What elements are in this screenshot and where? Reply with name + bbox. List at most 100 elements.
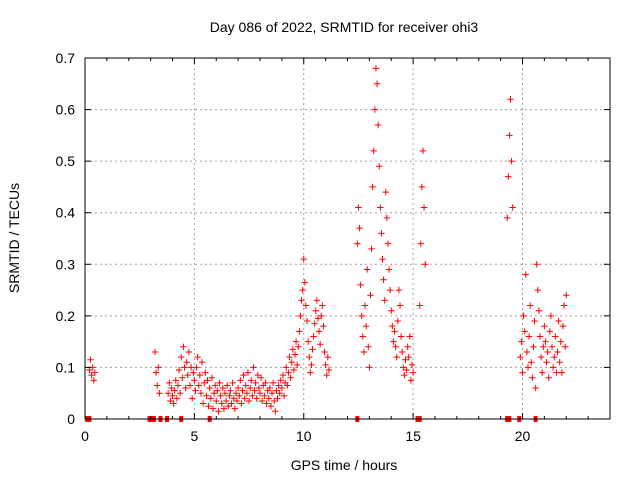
data-point bbox=[275, 382, 282, 389]
data-point bbox=[382, 188, 389, 196]
data-point bbox=[417, 240, 424, 247]
data-point bbox=[239, 387, 246, 394]
data-point bbox=[172, 377, 179, 384]
data-point bbox=[243, 390, 251, 397]
data-point bbox=[253, 395, 260, 402]
data-point bbox=[190, 369, 197, 376]
data-point bbox=[519, 369, 526, 376]
data-point bbox=[391, 328, 398, 335]
data-point bbox=[230, 395, 237, 402]
x-tick-label: 20 bbox=[515, 428, 531, 444]
data-point bbox=[279, 371, 287, 379]
data-point bbox=[269, 379, 277, 387]
data-point bbox=[166, 379, 173, 387]
data-point bbox=[390, 338, 397, 345]
data-point bbox=[298, 297, 305, 304]
data-point bbox=[216, 379, 223, 387]
data-point bbox=[563, 292, 570, 299]
data-point bbox=[262, 379, 269, 387]
data-point bbox=[198, 359, 206, 366]
data-point bbox=[242, 382, 249, 389]
data-point bbox=[203, 392, 210, 399]
data-point bbox=[535, 307, 543, 314]
data-point bbox=[261, 392, 268, 399]
data-point bbox=[248, 377, 255, 384]
data-point bbox=[87, 356, 94, 363]
data-point bbox=[308, 361, 315, 369]
data-point bbox=[404, 343, 411, 350]
data-point bbox=[318, 312, 325, 320]
data-point bbox=[232, 390, 240, 397]
data-point bbox=[418, 183, 426, 191]
data-point bbox=[383, 214, 391, 222]
data-point bbox=[197, 390, 205, 397]
data-point bbox=[537, 353, 545, 361]
data-point bbox=[419, 147, 427, 155]
data-point bbox=[376, 163, 383, 170]
data-point bbox=[506, 132, 513, 139]
data-point bbox=[374, 121, 382, 129]
data-point bbox=[288, 359, 295, 366]
data-point bbox=[231, 405, 239, 412]
data-point bbox=[552, 333, 559, 340]
data-point bbox=[218, 400, 225, 407]
data-point bbox=[366, 364, 373, 371]
data-point bbox=[152, 369, 160, 376]
data-point bbox=[323, 371, 330, 379]
data-point bbox=[421, 261, 429, 268]
data-point bbox=[379, 255, 386, 263]
data-point bbox=[171, 387, 178, 394]
data-point bbox=[526, 302, 534, 309]
data-point bbox=[372, 65, 380, 72]
grid-lines bbox=[85, 58, 610, 419]
data-point bbox=[307, 369, 314, 376]
data-point bbox=[237, 377, 244, 384]
data-point bbox=[370, 147, 377, 155]
data-point bbox=[357, 281, 364, 289]
y-tick-label: 0.4 bbox=[56, 205, 76, 221]
data-point bbox=[407, 377, 415, 384]
data-point bbox=[313, 297, 321, 304]
data-point bbox=[179, 374, 186, 381]
data-point bbox=[151, 348, 159, 356]
data-point bbox=[409, 369, 417, 376]
data-point bbox=[299, 286, 306, 294]
data-point bbox=[202, 369, 209, 376]
data-point bbox=[545, 374, 552, 381]
data-point bbox=[541, 322, 548, 330]
y-tick-label: 0.1 bbox=[56, 359, 76, 375]
data-point bbox=[205, 402, 212, 410]
data-point bbox=[155, 364, 162, 371]
y-tick-label: 0 bbox=[67, 411, 75, 427]
data-point bbox=[180, 343, 187, 350]
data-point bbox=[505, 173, 512, 180]
data-point bbox=[254, 371, 262, 379]
data-point bbox=[156, 390, 163, 397]
data-point bbox=[408, 361, 416, 369]
data-point bbox=[175, 366, 183, 374]
data-point bbox=[240, 371, 247, 379]
x-tick-label: 0 bbox=[81, 428, 89, 444]
data-point bbox=[369, 183, 376, 191]
data-point bbox=[365, 343, 372, 350]
data-point bbox=[167, 397, 174, 405]
data-point bbox=[316, 341, 324, 348]
y-tick-label: 0.2 bbox=[56, 308, 76, 324]
data-point bbox=[209, 405, 217, 412]
data-point bbox=[300, 255, 307, 263]
data-point bbox=[381, 297, 388, 304]
data-point bbox=[367, 292, 374, 299]
data-point bbox=[405, 353, 412, 361]
data-point bbox=[245, 397, 253, 405]
data-point bbox=[229, 379, 236, 387]
data-point bbox=[208, 374, 216, 381]
data-point bbox=[263, 400, 270, 407]
data-point bbox=[234, 384, 242, 392]
data-point bbox=[561, 343, 569, 350]
data-point bbox=[292, 338, 300, 345]
data-point bbox=[518, 338, 525, 345]
data-point bbox=[315, 328, 323, 335]
data-point bbox=[503, 214, 511, 222]
data-point bbox=[221, 390, 229, 397]
data-point bbox=[354, 240, 361, 247]
